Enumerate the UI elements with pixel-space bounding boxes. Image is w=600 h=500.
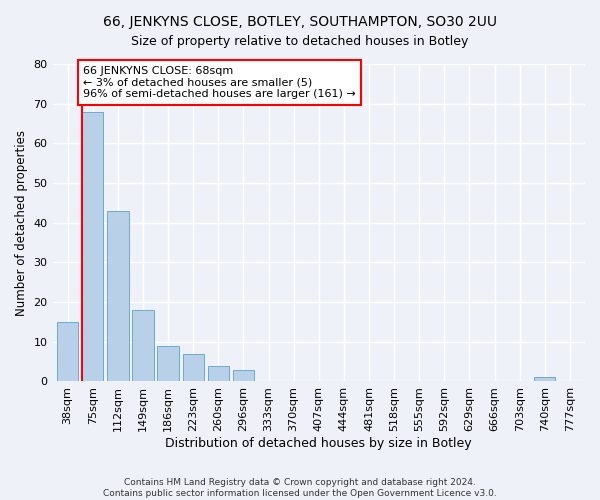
- Bar: [107, 211, 128, 382]
- Text: Contains HM Land Registry data © Crown copyright and database right 2024.
Contai: Contains HM Land Registry data © Crown c…: [103, 478, 497, 498]
- Bar: [534, 378, 556, 382]
- Bar: [233, 370, 254, 382]
- Text: 66, JENKYNS CLOSE, BOTLEY, SOUTHAMPTON, SO30 2UU: 66, JENKYNS CLOSE, BOTLEY, SOUTHAMPTON, …: [103, 15, 497, 29]
- Text: 66 JENKYNS CLOSE: 68sqm
← 3% of detached houses are smaller (5)
96% of semi-deta: 66 JENKYNS CLOSE: 68sqm ← 3% of detached…: [83, 66, 356, 99]
- Y-axis label: Number of detached properties: Number of detached properties: [15, 130, 28, 316]
- Bar: [182, 354, 204, 382]
- Bar: [208, 366, 229, 382]
- Bar: [132, 310, 154, 382]
- Bar: [57, 322, 78, 382]
- Text: Size of property relative to detached houses in Botley: Size of property relative to detached ho…: [131, 35, 469, 48]
- Bar: [157, 346, 179, 382]
- Bar: [82, 112, 103, 382]
- X-axis label: Distribution of detached houses by size in Botley: Distribution of detached houses by size …: [166, 437, 472, 450]
